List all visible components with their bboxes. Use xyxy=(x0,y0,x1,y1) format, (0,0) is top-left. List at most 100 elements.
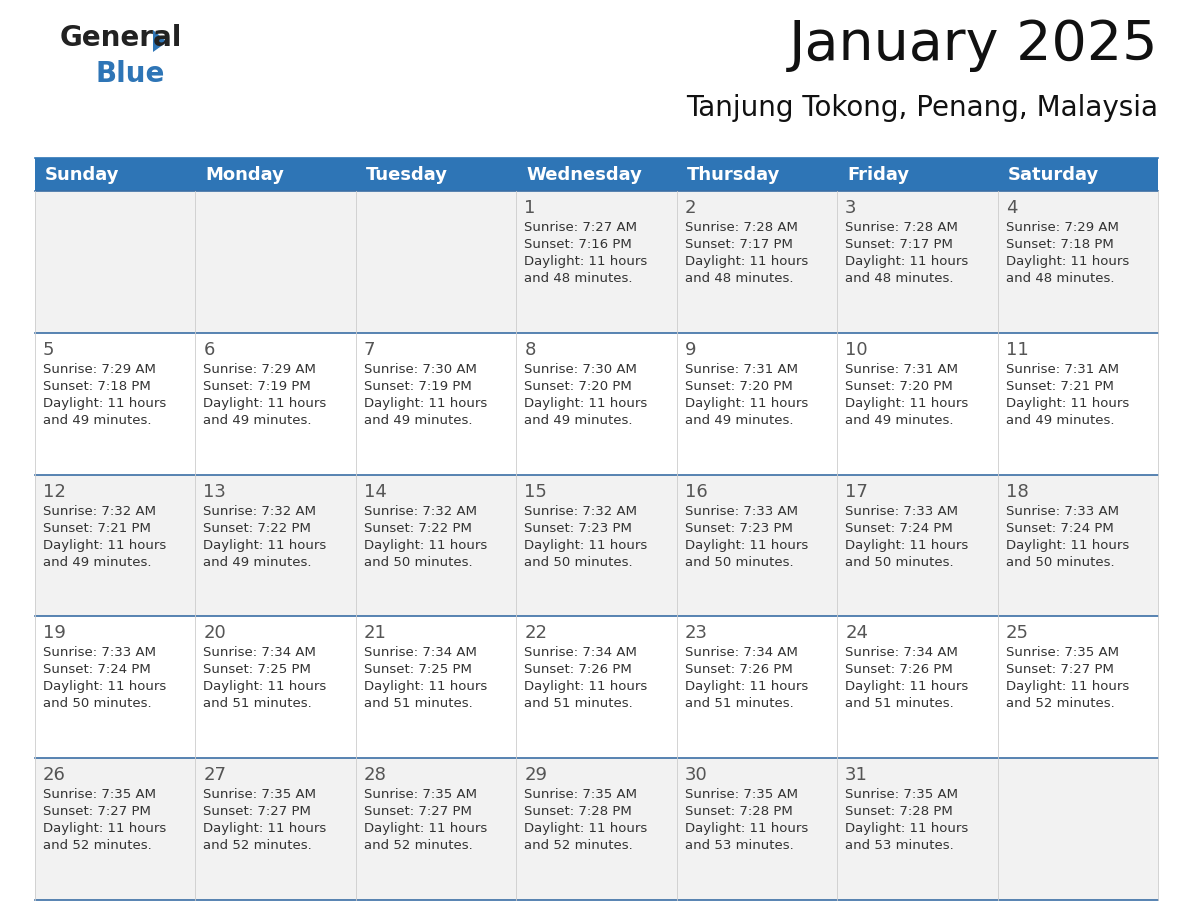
Text: Daylight: 11 hours: Daylight: 11 hours xyxy=(364,680,487,693)
Text: Sunrise: 7:31 AM: Sunrise: 7:31 AM xyxy=(684,363,797,375)
Text: Daylight: 11 hours: Daylight: 11 hours xyxy=(845,680,968,693)
Bar xyxy=(838,758,998,900)
Bar xyxy=(356,758,517,900)
Text: Daylight: 11 hours: Daylight: 11 hours xyxy=(845,397,968,409)
Text: Daylight: 11 hours: Daylight: 11 hours xyxy=(1005,539,1129,552)
Bar xyxy=(356,616,517,758)
Text: 19: 19 xyxy=(43,624,65,643)
Text: Sunset: 7:16 PM: Sunset: 7:16 PM xyxy=(524,238,632,251)
Text: Sunset: 7:18 PM: Sunset: 7:18 PM xyxy=(1005,238,1113,251)
Text: Sunrise: 7:34 AM: Sunrise: 7:34 AM xyxy=(684,646,797,659)
Text: Sunrise: 7:35 AM: Sunrise: 7:35 AM xyxy=(684,789,797,801)
Text: Sunrise: 7:35 AM: Sunrise: 7:35 AM xyxy=(364,789,476,801)
Text: Sunrise: 7:32 AM: Sunrise: 7:32 AM xyxy=(43,505,156,518)
Text: Sunset: 7:27 PM: Sunset: 7:27 PM xyxy=(203,805,311,818)
Text: Sunset: 7:24 PM: Sunset: 7:24 PM xyxy=(43,664,151,677)
Text: and 50 minutes.: and 50 minutes. xyxy=(1005,555,1114,568)
Text: Daylight: 11 hours: Daylight: 11 hours xyxy=(203,680,327,693)
Bar xyxy=(356,333,517,475)
Bar xyxy=(677,758,838,900)
Text: Sunset: 7:21 PM: Sunset: 7:21 PM xyxy=(43,521,151,534)
Text: and 52 minutes.: and 52 minutes. xyxy=(43,839,152,852)
Text: Daylight: 11 hours: Daylight: 11 hours xyxy=(524,823,647,835)
Bar xyxy=(998,191,1158,333)
Bar xyxy=(34,191,196,333)
Text: 30: 30 xyxy=(684,767,708,784)
Text: Sunrise: 7:28 AM: Sunrise: 7:28 AM xyxy=(845,221,958,234)
Text: and 51 minutes.: and 51 minutes. xyxy=(203,698,312,711)
Text: Sunrise: 7:33 AM: Sunrise: 7:33 AM xyxy=(684,505,797,518)
Text: 15: 15 xyxy=(524,483,548,500)
Text: Daylight: 11 hours: Daylight: 11 hours xyxy=(1005,255,1129,268)
Text: Sunrise: 7:32 AM: Sunrise: 7:32 AM xyxy=(203,505,316,518)
Text: Daylight: 11 hours: Daylight: 11 hours xyxy=(524,255,647,268)
Bar xyxy=(196,475,356,616)
Text: Daylight: 11 hours: Daylight: 11 hours xyxy=(364,397,487,409)
Text: and 49 minutes.: and 49 minutes. xyxy=(203,414,312,427)
Text: Daylight: 11 hours: Daylight: 11 hours xyxy=(684,255,808,268)
Bar xyxy=(998,475,1158,616)
Text: Tuesday: Tuesday xyxy=(366,165,448,184)
Text: Sunset: 7:25 PM: Sunset: 7:25 PM xyxy=(203,664,311,677)
Bar xyxy=(998,758,1158,900)
Text: Tanjung Tokong, Penang, Malaysia: Tanjung Tokong, Penang, Malaysia xyxy=(685,94,1158,122)
Text: Sunset: 7:20 PM: Sunset: 7:20 PM xyxy=(684,380,792,393)
Text: and 51 minutes.: and 51 minutes. xyxy=(364,698,473,711)
Text: and 49 minutes.: and 49 minutes. xyxy=(684,414,794,427)
Text: Daylight: 11 hours: Daylight: 11 hours xyxy=(684,397,808,409)
Text: 9: 9 xyxy=(684,341,696,359)
Text: 10: 10 xyxy=(845,341,867,359)
Bar xyxy=(34,158,1158,191)
Text: 8: 8 xyxy=(524,341,536,359)
Text: Sunset: 7:28 PM: Sunset: 7:28 PM xyxy=(684,805,792,818)
Bar xyxy=(356,475,517,616)
Text: 6: 6 xyxy=(203,341,215,359)
Text: Sunset: 7:17 PM: Sunset: 7:17 PM xyxy=(684,238,792,251)
Text: and 49 minutes.: and 49 minutes. xyxy=(364,414,473,427)
Text: Sunset: 7:21 PM: Sunset: 7:21 PM xyxy=(1005,380,1113,393)
Text: and 52 minutes.: and 52 minutes. xyxy=(524,839,633,852)
Text: Sunrise: 7:29 AM: Sunrise: 7:29 AM xyxy=(43,363,156,375)
Bar xyxy=(34,616,196,758)
Text: and 52 minutes.: and 52 minutes. xyxy=(203,839,312,852)
Text: Sunrise: 7:34 AM: Sunrise: 7:34 AM xyxy=(203,646,316,659)
Text: Sunrise: 7:31 AM: Sunrise: 7:31 AM xyxy=(845,363,959,375)
Text: 14: 14 xyxy=(364,483,387,500)
Text: and 52 minutes.: and 52 minutes. xyxy=(364,839,473,852)
Text: Daylight: 11 hours: Daylight: 11 hours xyxy=(203,397,327,409)
Text: and 50 minutes.: and 50 minutes. xyxy=(684,555,794,568)
Text: Sunset: 7:22 PM: Sunset: 7:22 PM xyxy=(203,521,311,534)
Text: 12: 12 xyxy=(43,483,65,500)
Text: Sunrise: 7:35 AM: Sunrise: 7:35 AM xyxy=(43,789,156,801)
Text: 16: 16 xyxy=(684,483,708,500)
Bar xyxy=(677,475,838,616)
Text: Sunset: 7:18 PM: Sunset: 7:18 PM xyxy=(43,380,151,393)
Text: and 49 minutes.: and 49 minutes. xyxy=(845,414,954,427)
Text: Daylight: 11 hours: Daylight: 11 hours xyxy=(684,823,808,835)
Text: Sunset: 7:28 PM: Sunset: 7:28 PM xyxy=(845,805,953,818)
Text: Sunset: 7:23 PM: Sunset: 7:23 PM xyxy=(684,521,792,534)
Text: Sunrise: 7:29 AM: Sunrise: 7:29 AM xyxy=(203,363,316,375)
Text: January 2025: January 2025 xyxy=(789,18,1158,72)
Text: and 49 minutes.: and 49 minutes. xyxy=(524,414,633,427)
Text: 18: 18 xyxy=(1005,483,1029,500)
Text: Sunset: 7:24 PM: Sunset: 7:24 PM xyxy=(845,521,953,534)
Text: and 49 minutes.: and 49 minutes. xyxy=(1005,414,1114,427)
Text: Sunrise: 7:28 AM: Sunrise: 7:28 AM xyxy=(684,221,797,234)
Text: 13: 13 xyxy=(203,483,226,500)
Text: Wednesday: Wednesday xyxy=(526,165,643,184)
Text: Saturday: Saturday xyxy=(1007,165,1099,184)
Text: and 48 minutes.: and 48 minutes. xyxy=(524,272,633,285)
Text: 24: 24 xyxy=(845,624,868,643)
Text: and 53 minutes.: and 53 minutes. xyxy=(684,839,794,852)
Bar xyxy=(356,191,517,333)
Text: Daylight: 11 hours: Daylight: 11 hours xyxy=(1005,680,1129,693)
Text: Sunset: 7:20 PM: Sunset: 7:20 PM xyxy=(845,380,953,393)
Text: Sunset: 7:19 PM: Sunset: 7:19 PM xyxy=(364,380,472,393)
Text: Daylight: 11 hours: Daylight: 11 hours xyxy=(203,539,327,552)
Bar xyxy=(34,758,196,900)
Text: Sunrise: 7:32 AM: Sunrise: 7:32 AM xyxy=(524,505,637,518)
Text: 27: 27 xyxy=(203,767,227,784)
Text: Sunset: 7:25 PM: Sunset: 7:25 PM xyxy=(364,664,472,677)
Text: Sunset: 7:27 PM: Sunset: 7:27 PM xyxy=(43,805,151,818)
